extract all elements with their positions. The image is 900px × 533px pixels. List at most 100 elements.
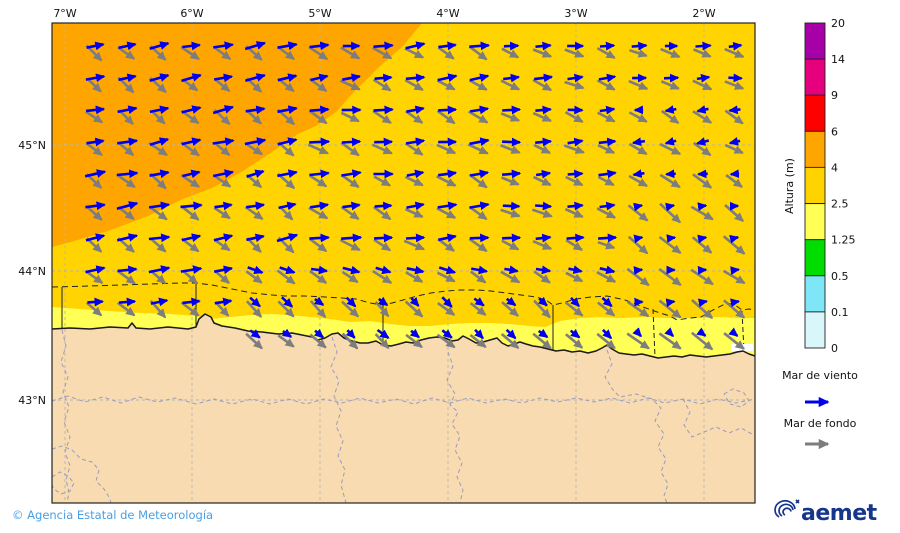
wind-arrow	[501, 169, 522, 179]
swell-arrow	[180, 174, 200, 188]
wind-arrow	[409, 296, 420, 307]
swell-arrow	[723, 299, 746, 319]
wind-arrow	[438, 105, 458, 115]
swell-arrow	[659, 173, 681, 189]
wind-arrow	[246, 169, 265, 178]
swell-arrow	[245, 332, 263, 350]
swell-arrow	[596, 301, 616, 317]
wind-arrow	[728, 137, 741, 146]
swell-arrow	[404, 300, 424, 318]
wind-arrow	[278, 201, 297, 211]
wind-arrow	[470, 265, 489, 275]
swell-arrow	[690, 205, 714, 221]
swell-arrow	[404, 175, 424, 187]
swell-arrow	[117, 46, 136, 60]
swell-arrow	[500, 144, 521, 154]
colorbar-segment	[804, 166, 826, 204]
wind-arrow	[313, 328, 324, 339]
wind-arrow	[535, 201, 553, 211]
swell-arrow	[724, 47, 745, 59]
swell-arrow	[532, 78, 553, 92]
wind-arrow	[567, 73, 584, 83]
wind-arrow	[181, 73, 202, 83]
swell-arrow	[340, 205, 360, 221]
wind-arrow	[116, 233, 139, 242]
swell-arrow	[597, 175, 615, 187]
swell-arrow	[86, 77, 102, 93]
wind-arrow	[598, 137, 617, 147]
colorbar-segment	[804, 311, 826, 349]
wind-arrow	[214, 297, 233, 307]
swell-arrow	[149, 237, 167, 253]
wind-arrow	[85, 201, 106, 211]
wind-arrow	[85, 265, 106, 274]
swell-arrow	[180, 45, 200, 61]
wind-arrow	[148, 265, 171, 274]
wind-arrow	[438, 169, 458, 179]
swell-arrow	[404, 47, 425, 59]
wind-arrow	[502, 233, 522, 243]
wind-arrow	[180, 265, 203, 275]
wind-arrow	[570, 296, 580, 308]
wind-arrow	[437, 201, 458, 211]
wind-arrow	[310, 73, 329, 83]
swell-arrow	[500, 333, 520, 349]
wind-arrow	[246, 233, 265, 243]
colorbar-segment	[804, 130, 826, 168]
swell-arrow	[212, 45, 232, 61]
wave-direction-arrows	[84, 41, 746, 351]
swell-arrow	[564, 208, 584, 218]
swell-arrow	[182, 269, 198, 285]
swell-arrow	[244, 205, 264, 221]
wind-arrow	[342, 265, 361, 275]
swell-arrow	[213, 141, 231, 157]
wind-arrow	[309, 169, 330, 179]
wind-arrow	[84, 169, 107, 178]
swell-arrow	[308, 77, 328, 93]
swell-arrow	[373, 238, 392, 252]
swell-arrow	[626, 300, 650, 318]
wind-arrow	[117, 137, 139, 147]
swell-arrow	[692, 48, 712, 58]
wind-arrow	[376, 328, 390, 340]
wind-arrow	[214, 201, 233, 211]
wind-arrow	[85, 105, 106, 115]
wind-arrow	[182, 41, 201, 51]
wind-arrow	[534, 73, 554, 83]
wind-arrow	[406, 169, 425, 179]
wind-arrow	[535, 41, 552, 51]
wind-arrow	[279, 265, 296, 275]
swell-arrow	[469, 270, 487, 284]
swell-arrow	[500, 112, 521, 122]
swell-arrow	[532, 111, 552, 123]
wind-arrow	[310, 265, 329, 275]
swell-arrow	[596, 271, 617, 283]
swell-arrow	[374, 301, 390, 318]
swell-arrow	[565, 238, 584, 252]
swell-arrow	[692, 79, 713, 91]
swell-arrow	[596, 79, 616, 91]
wind-arrow	[696, 327, 707, 337]
swell-arrow	[533, 270, 551, 284]
swell-arrow	[372, 205, 392, 221]
swell-arrow	[309, 174, 328, 188]
swell-arrow	[339, 79, 361, 91]
swell-arrow	[341, 332, 359, 350]
wind-arrow	[535, 169, 552, 179]
wind-arrow	[664, 137, 677, 146]
swell-arrow	[309, 333, 327, 349]
wind-arrow	[345, 296, 357, 308]
swell-arrow	[308, 109, 328, 125]
wind-arrow	[665, 298, 676, 308]
wind-arrow	[182, 297, 201, 307]
swell-arrow	[404, 142, 424, 156]
swell-arrow	[85, 301, 103, 317]
wind-arrow	[150, 297, 169, 307]
wind-arrow	[598, 73, 617, 83]
swell-arrow	[690, 268, 714, 286]
aemet-wordmark: aemet	[801, 501, 878, 526]
colorbar: Altura (m) 20 14 9 6 4 2.5 1.25 0.5 0.1 0	[783, 17, 856, 355]
wind-arrow	[277, 169, 298, 179]
swell-arrow	[404, 78, 424, 92]
